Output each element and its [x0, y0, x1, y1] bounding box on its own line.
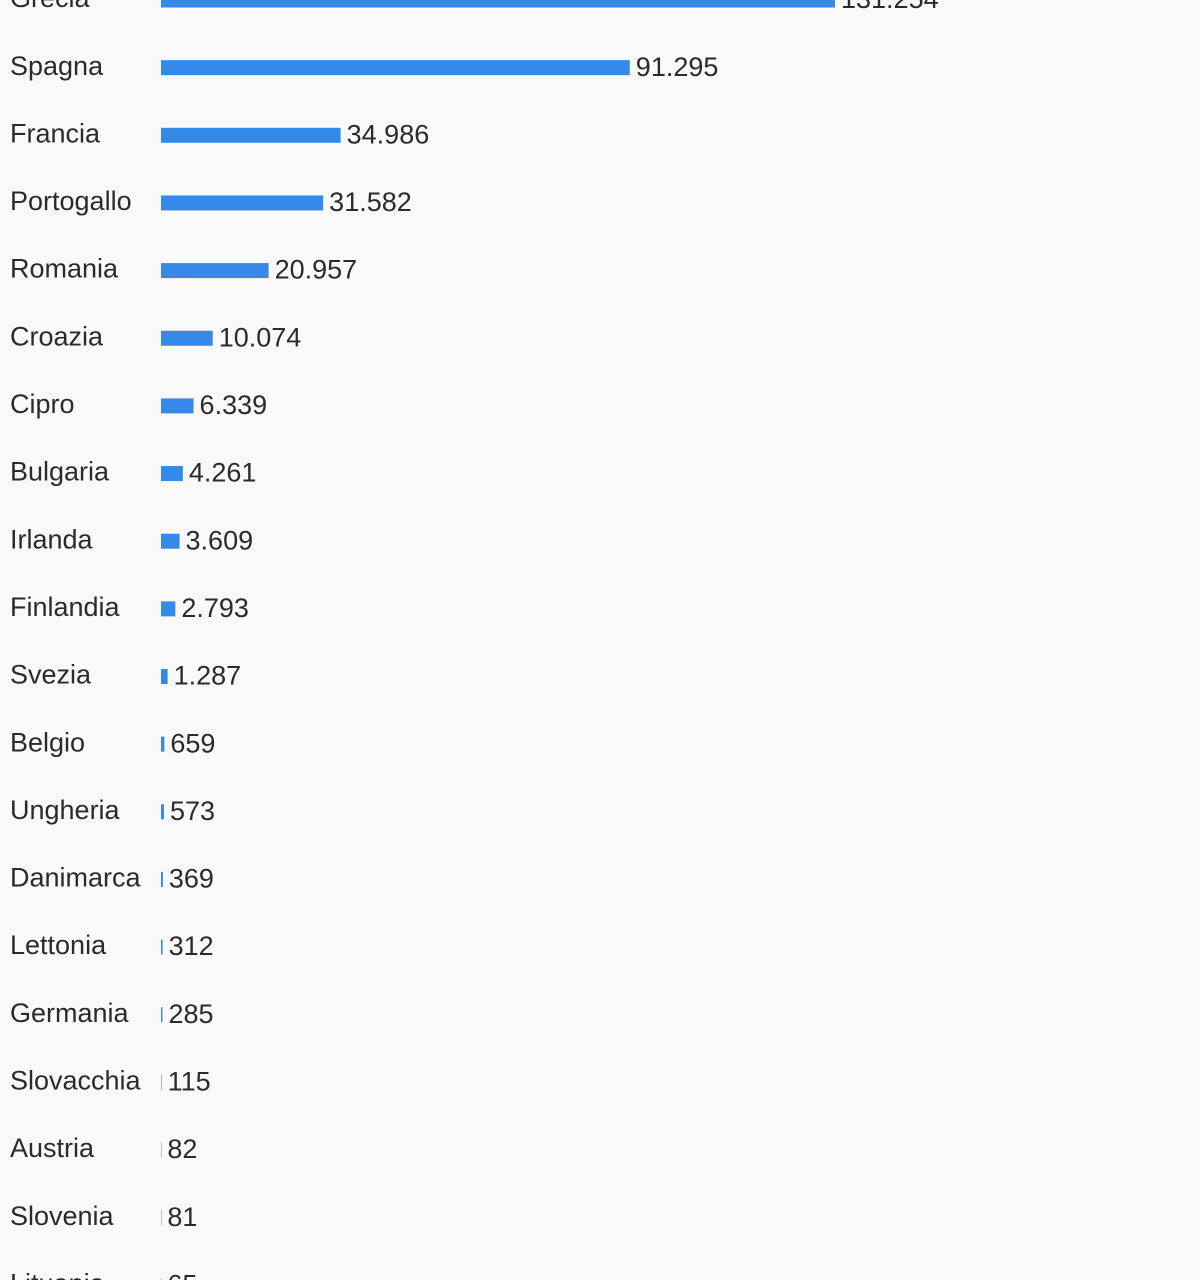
bar-row: Finlandia 2.793 — [10, 592, 249, 623]
bar — [161, 736, 165, 752]
bar — [161, 60, 630, 76]
bar — [161, 871, 163, 887]
value-label: 285 — [168, 999, 213, 1029]
value-label: 10.074 — [219, 322, 302, 352]
category-label: Francia — [10, 118, 101, 148]
value-label: 659 — [170, 728, 215, 758]
category-label: Grecia — [10, 0, 91, 13]
value-label: 81 — [167, 1202, 197, 1232]
value-label: 20.957 — [275, 255, 358, 285]
bars-group: Grecia 131.254 Spagna 91.295 Francia 34.986 Po… — [10, 0, 939, 1280]
bar — [161, 263, 269, 279]
value-label: 2.793 — [181, 593, 249, 623]
bar-row: Grecia 131.254 — [10, 0, 939, 14]
value-label: 1.287 — [174, 661, 242, 691]
bar-row: Belgio 659 — [10, 727, 215, 758]
category-label: Spagna — [10, 51, 104, 81]
category-label: Ungheria — [10, 795, 121, 825]
bar-row: Svezia 1.287 — [10, 660, 241, 691]
bar-row: Bulgaria 4.261 — [10, 457, 256, 488]
category-label: Cipro — [10, 389, 75, 419]
value-label: 573 — [170, 796, 215, 826]
bar — [161, 804, 164, 820]
value-label: 369 — [169, 864, 214, 894]
bar — [161, 939, 163, 955]
value-label: 65 — [167, 1269, 197, 1280]
bar-row: Lituania 65 — [10, 1268, 197, 1280]
category-label: Croazia — [10, 321, 104, 351]
bar — [161, 330, 213, 346]
bar — [161, 669, 168, 684]
value-label: 3.609 — [186, 525, 254, 555]
category-label: Slovenia — [10, 1201, 115, 1231]
bar — [161, 601, 176, 617]
bar-row: Spagna 91.295 — [10, 51, 718, 82]
bar — [161, 466, 183, 482]
bar — [161, 0, 835, 8]
bar-row: Austria 82 — [10, 1133, 197, 1164]
bar — [161, 195, 324, 211]
category-label: Bulgaria — [10, 457, 110, 487]
category-label: Irlanda — [10, 524, 94, 554]
bar-row: Slovacchia 115 — [10, 1066, 211, 1097]
bar — [161, 127, 341, 143]
bar-row: Irlanda 3.609 — [10, 524, 253, 555]
category-label: Svezia — [10, 660, 92, 690]
value-label: 82 — [167, 1134, 197, 1164]
category-label: Lituania — [10, 1268, 106, 1280]
category-label: Portogallo — [10, 186, 132, 216]
bar-row: Francia 34.986 — [10, 118, 429, 149]
value-label: 131.254 — [841, 0, 939, 14]
value-label: 91.295 — [636, 52, 719, 82]
category-label: Danimarca — [10, 863, 142, 893]
value-label: 312 — [169, 931, 214, 961]
bar-row: Danimarca 369 — [10, 863, 214, 894]
value-label: 34.986 — [347, 119, 430, 149]
bar-row: Croazia 10.074 — [10, 321, 301, 352]
category-label: Lettonia — [10, 930, 107, 960]
bar — [161, 1007, 163, 1023]
bar-row: Lettonia 312 — [10, 930, 214, 961]
category-label: Austria — [10, 1133, 95, 1163]
bar-row: Slovenia 81 — [10, 1201, 197, 1232]
bar-row: Ungheria 573 — [10, 795, 215, 826]
bar-row: Portogallo 31.582 — [10, 186, 412, 217]
value-label: 115 — [168, 1067, 211, 1097]
value-label: 4.261 — [189, 458, 257, 488]
value-label: 31.582 — [329, 187, 412, 217]
category-label: Romania — [10, 254, 119, 284]
bar-row: Germania 285 — [10, 998, 214, 1029]
bar — [161, 398, 194, 414]
category-label: Finlandia — [10, 592, 121, 622]
category-label: Belgio — [10, 727, 85, 757]
category-label: Slovacchia — [10, 1066, 142, 1096]
bar-row: Cipro 6.339 — [10, 389, 267, 420]
bar-row: Romania 20.957 — [10, 254, 357, 285]
value-label: 6.339 — [200, 390, 268, 420]
bar — [161, 533, 180, 549]
category-label: Germania — [10, 998, 130, 1028]
bar — [161, 1074, 162, 1090]
